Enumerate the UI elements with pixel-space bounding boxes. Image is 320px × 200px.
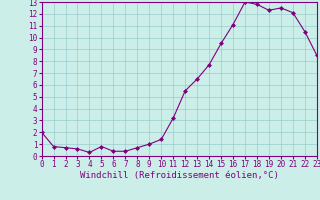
X-axis label: Windchill (Refroidissement éolien,°C): Windchill (Refroidissement éolien,°C) [80, 171, 279, 180]
